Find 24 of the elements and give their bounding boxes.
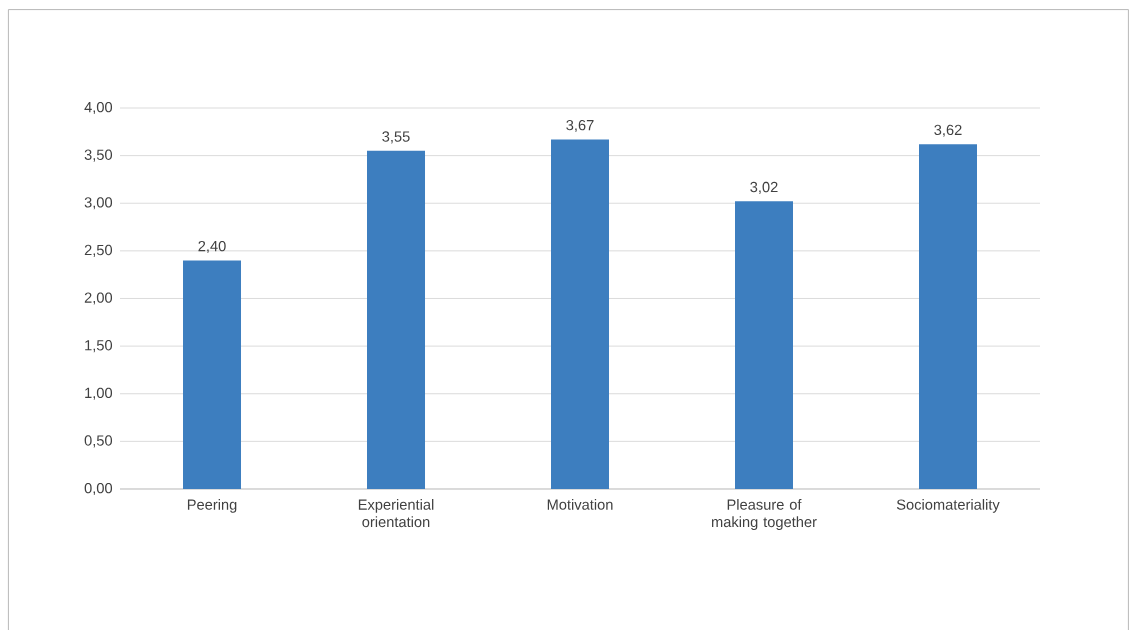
x-tick-label: Peering <box>187 499 237 513</box>
y-tick-label: 2,00 <box>84 292 113 305</box>
y-tick-label: 3,50 <box>84 149 113 162</box>
bar <box>183 260 242 489</box>
y-tick-label: 1,00 <box>85 387 113 400</box>
y-tick-label: 4,00 <box>84 101 113 115</box>
x-tick-label: Pleasure of making together <box>711 499 817 531</box>
data-label: 3,62 <box>934 124 962 137</box>
data-label: 3,67 <box>566 119 594 133</box>
data-label: 2,40 <box>198 240 226 254</box>
data-label: 3,02 <box>750 181 778 194</box>
y-tick-label: 3,00 <box>84 197 113 210</box>
bar <box>919 144 977 489</box>
bar <box>367 150 426 489</box>
x-tick-label: Sociomateriality <box>896 499 1000 513</box>
y-tick-label: 0,00 <box>84 482 113 496</box>
bar <box>735 201 793 489</box>
y-tick-label: 1,50 <box>85 340 113 353</box>
y-tick-label: 0,50 <box>84 435 113 448</box>
y-tick-label: 2,50 <box>84 244 113 257</box>
bar <box>551 139 610 489</box>
x-tick-label: Motivation <box>547 499 613 510</box>
data-label: 3,55 <box>382 131 410 144</box>
x-tick-label: Experiential orientation <box>358 499 434 528</box>
